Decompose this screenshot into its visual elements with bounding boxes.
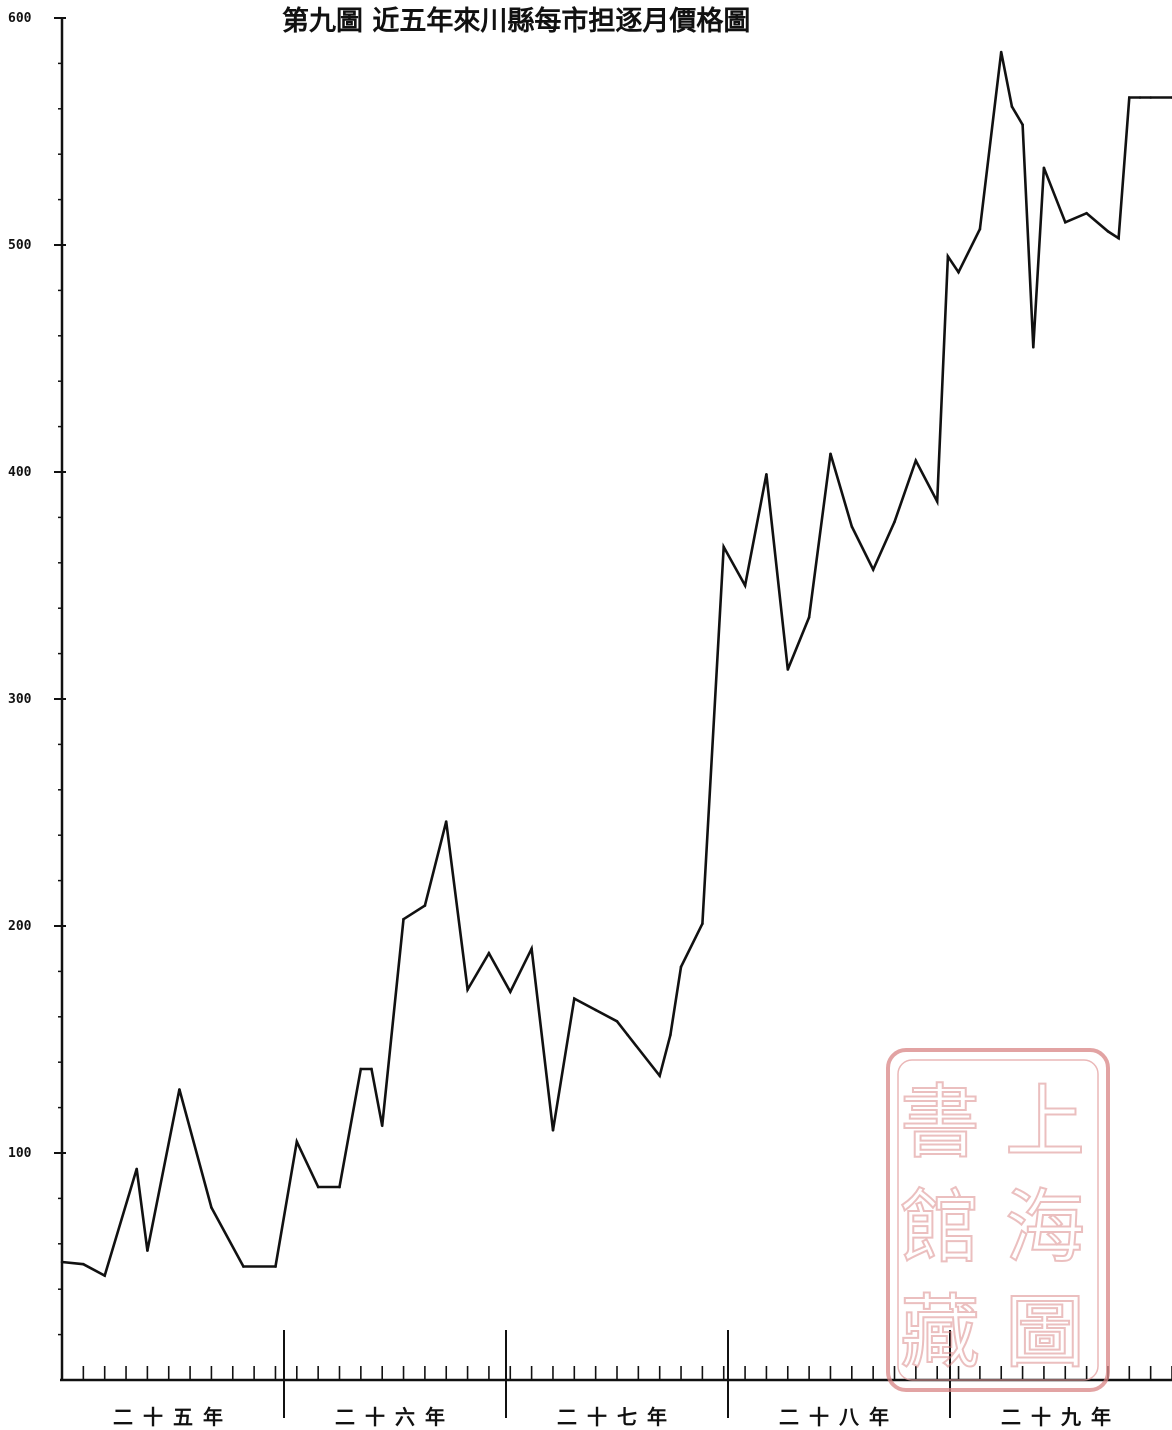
price-point <box>871 568 875 571</box>
svg-text:海: 海 <box>1005 1181 1085 1274</box>
price-point <box>946 255 950 258</box>
chart-title: 第九圖 近五年來川縣每市担逐月價格圖 <box>282 5 750 37</box>
price-point <box>82 1262 85 1266</box>
price-point <box>274 1265 277 1268</box>
price-point <box>1128 96 1131 99</box>
price-point <box>135 1167 138 1171</box>
price-point <box>679 965 683 969</box>
price-point <box>1106 230 1110 233</box>
svg-text:上: 上 <box>1005 1076 1085 1169</box>
price-point <box>210 1206 213 1209</box>
year-label: 二十六年 <box>335 1405 455 1429</box>
year-label: 二十五年 <box>113 1405 233 1429</box>
price-point <box>359 1067 363 1071</box>
price-point <box>338 1185 341 1189</box>
year-label: 二十八年 <box>779 1405 899 1429</box>
year-label: 二十九年 <box>1001 1405 1121 1429</box>
price-point <box>509 990 512 994</box>
price-point <box>850 525 854 528</box>
price-point <box>786 668 790 671</box>
price-point <box>530 947 533 950</box>
price-point <box>1138 96 1142 99</box>
price-point <box>487 951 491 955</box>
y-tick-label: 200 <box>8 919 32 934</box>
price-point <box>466 988 469 991</box>
price-point <box>551 1129 555 1132</box>
price-point <box>658 1074 661 1078</box>
year-label: 二十七年 <box>557 1405 677 1429</box>
price-point <box>146 1249 149 1252</box>
price-point <box>743 584 747 587</box>
price-point <box>402 917 405 921</box>
library-seal: 上 海 圖 書 館 藏 <box>886 1048 1110 1392</box>
price-point <box>370 1067 373 1071</box>
seal-inner-border <box>897 1059 1099 1381</box>
svg-text:書: 書 <box>900 1076 980 1169</box>
y-tick-label: 300 <box>8 692 32 707</box>
price-point <box>669 1033 672 1037</box>
x-tick-group <box>61 1330 1172 1418</box>
price-point <box>423 904 427 907</box>
price-point <box>829 452 832 456</box>
price-point <box>1149 96 1152 99</box>
svg-text:圖: 圖 <box>1005 1286 1085 1379</box>
price-point <box>1064 221 1067 224</box>
y-tick-label: 400 <box>8 465 32 480</box>
price-point <box>999 50 1003 54</box>
price-point <box>1032 345 1035 349</box>
price-point <box>444 820 448 823</box>
price-point <box>178 1088 181 1091</box>
price-point <box>914 459 918 462</box>
price-point <box>295 1140 299 1143</box>
price-point <box>1085 211 1088 215</box>
series-group <box>60 50 1172 1278</box>
y-tick-label: 100 <box>8 1146 32 1161</box>
price-point <box>1021 123 1024 126</box>
price-point <box>615 1020 619 1023</box>
y-tick-group <box>54 17 66 1336</box>
y-tick-label: 600 <box>8 11 32 26</box>
price-point <box>978 227 982 231</box>
y-label-group: 100 200 300 400 500 600 <box>8 11 32 1161</box>
price-series-line <box>61 51 1172 1278</box>
price-point <box>380 1124 384 1128</box>
price-point <box>626 1033 629 1037</box>
price-point <box>893 520 896 524</box>
price-point <box>573 997 576 1000</box>
svg-text:館: 館 <box>900 1181 980 1274</box>
price-point <box>242 1265 245 1268</box>
price-point <box>765 473 768 476</box>
price-point <box>594 1008 597 1012</box>
svg-text:藏: 藏 <box>900 1286 980 1379</box>
price-point <box>701 922 704 925</box>
year-label-group: 二十五年 二十六年 二十七年 二十八年 二十九年 <box>113 1405 1121 1429</box>
price-point <box>1042 166 1046 170</box>
y-tick-label: 500 <box>8 238 32 253</box>
price-point <box>1117 236 1120 240</box>
price-point <box>722 545 725 549</box>
price-point <box>957 270 960 274</box>
price-point <box>807 616 811 619</box>
price-point <box>60 1260 64 1264</box>
price-point <box>103 1274 106 1277</box>
price-point <box>316 1185 320 1189</box>
price-point <box>1010 105 1014 108</box>
seal-border <box>886 1048 1110 1392</box>
price-point <box>935 500 939 503</box>
